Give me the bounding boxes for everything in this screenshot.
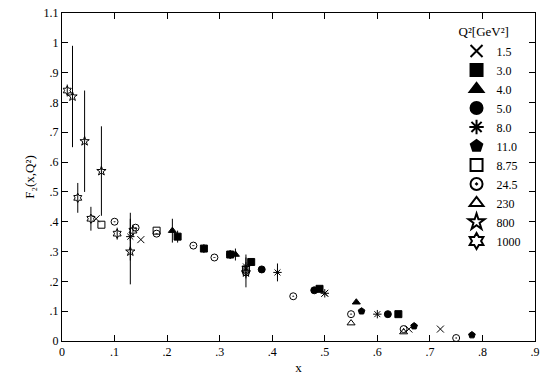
svg-text:F₂(x,Q²): F₂(x,Q²)	[22, 155, 37, 198]
svg-text:4.0: 4.0	[497, 83, 512, 97]
svg-text:1.1: 1.1	[44, 6, 59, 20]
svg-text:800: 800	[497, 216, 515, 230]
svg-text:8.0: 8.0	[497, 121, 512, 135]
svg-text:1: 1	[53, 36, 59, 50]
svg-text:.5: .5	[320, 345, 329, 359]
svg-text:.1: .1	[110, 345, 119, 359]
svg-text:.3: .3	[50, 245, 59, 259]
svg-text:.3: .3	[215, 345, 224, 359]
svg-text:.9: .9	[531, 345, 540, 359]
svg-text:.2: .2	[50, 275, 59, 289]
svg-text:.5: .5	[50, 185, 59, 199]
svg-text:.1: .1	[50, 304, 59, 318]
svg-text:.6: .6	[373, 345, 382, 359]
svg-text:8.75: 8.75	[497, 159, 518, 173]
svg-text:.7: .7	[425, 345, 434, 359]
svg-text:.4: .4	[50, 215, 59, 229]
svg-text:.8: .8	[478, 345, 487, 359]
svg-text:.4: .4	[268, 345, 277, 359]
svg-text:Q²[GeV²]: Q²[GeV²]	[459, 24, 509, 39]
svg-text:1.5: 1.5	[497, 45, 512, 59]
svg-text:1000: 1000	[497, 235, 521, 249]
svg-text:11.0: 11.0	[497, 140, 518, 154]
svg-text:.8: .8	[50, 96, 59, 110]
svg-text:.2: .2	[163, 345, 172, 359]
svg-text:5.0: 5.0	[497, 102, 512, 116]
svg-text:.9: .9	[50, 66, 59, 80]
svg-text:3.0: 3.0	[497, 64, 512, 78]
svg-text:0: 0	[53, 334, 59, 348]
svg-text:.6: .6	[50, 155, 59, 169]
svg-text:.7: .7	[50, 125, 59, 139]
svg-text:x: x	[295, 360, 302, 375]
svg-text:0: 0	[59, 345, 65, 359]
svg-text:230: 230	[497, 197, 515, 211]
svg-text:24.5: 24.5	[497, 178, 518, 192]
